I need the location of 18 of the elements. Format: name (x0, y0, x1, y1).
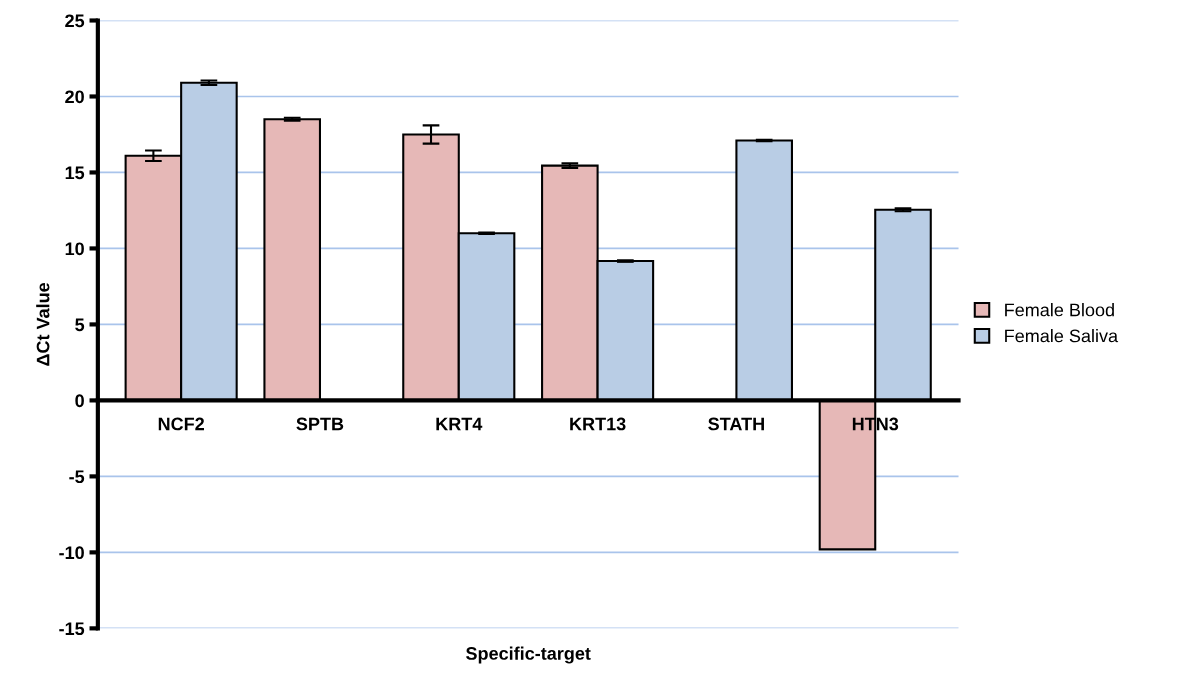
y-tick-label: 20 (65, 90, 84, 104)
x-tick-label: SPTB (296, 417, 344, 431)
legend-label: Female Saliva (1005, 329, 1119, 343)
x-tick-label: KRT4 (436, 417, 483, 431)
y-tick-label: -10 (59, 546, 84, 560)
x-tick-label: STATH (708, 417, 764, 431)
y-tick-label: 0 (75, 394, 84, 408)
y-tick-label: -5 (69, 470, 85, 484)
y-tick-label: 25 (65, 14, 85, 28)
legend-label: Female Blood (1005, 303, 1114, 317)
y-tick-label: 10 (65, 242, 84, 256)
x-tick-label: NCF2 (158, 417, 204, 431)
x-axis-title: Specific-target (466, 646, 591, 664)
y-tick-label: -15 (59, 622, 85, 636)
y-tick-label: 15 (65, 166, 85, 180)
y-tick-label: 5 (75, 318, 85, 332)
x-tick-label: KRT13 (570, 417, 626, 431)
y-axis-title: ΔCt Value (36, 282, 50, 366)
